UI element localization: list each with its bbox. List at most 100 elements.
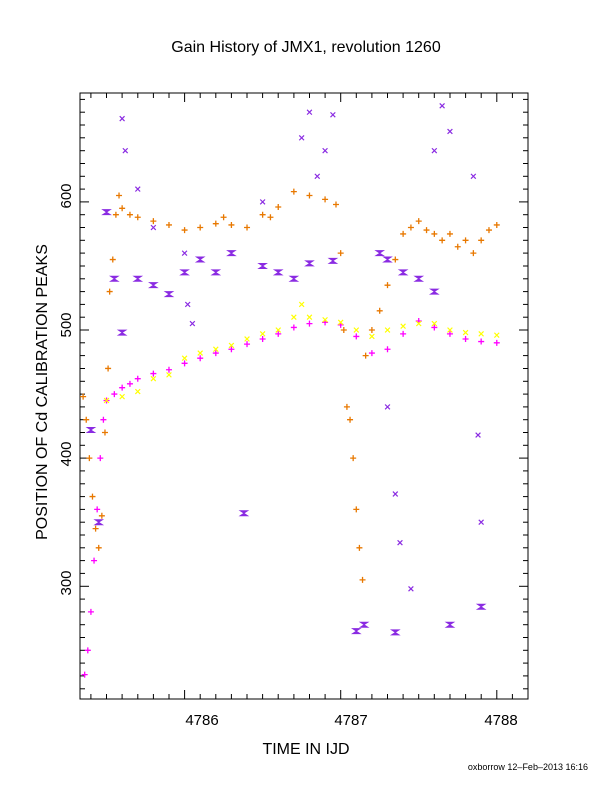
data-point bbox=[94, 506, 101, 513]
data-point bbox=[116, 192, 123, 199]
data-point bbox=[93, 519, 105, 526]
data-point bbox=[470, 250, 477, 257]
data-point bbox=[368, 350, 375, 357]
axis-ticks bbox=[80, 93, 529, 699]
data-point bbox=[85, 426, 97, 433]
data-point bbox=[306, 192, 313, 199]
data-point bbox=[478, 338, 485, 345]
data-point bbox=[478, 519, 484, 526]
y-tick-label-500: 500 bbox=[58, 312, 75, 337]
data-point bbox=[150, 224, 157, 231]
data-point bbox=[132, 275, 144, 282]
data-point bbox=[197, 350, 204, 356]
data-point bbox=[259, 335, 266, 342]
data-point bbox=[415, 218, 422, 225]
data-point bbox=[220, 214, 227, 221]
data-point bbox=[304, 260, 315, 267]
data-point bbox=[392, 256, 399, 263]
data-point bbox=[368, 327, 375, 334]
data-point bbox=[470, 173, 477, 180]
data-point bbox=[340, 327, 347, 334]
data-point bbox=[103, 397, 110, 404]
data-point bbox=[212, 350, 219, 357]
data-point bbox=[272, 269, 284, 276]
data-point bbox=[333, 201, 339, 208]
data-point bbox=[259, 199, 266, 205]
data-point bbox=[384, 404, 391, 410]
data-point bbox=[400, 230, 407, 237]
data-point bbox=[119, 205, 126, 212]
data-point bbox=[347, 416, 354, 423]
data-point bbox=[493, 221, 500, 228]
data-point bbox=[86, 455, 93, 462]
data-point bbox=[322, 196, 329, 203]
data-point bbox=[148, 282, 159, 289]
data-point bbox=[407, 224, 414, 231]
data-point bbox=[226, 250, 237, 257]
data-point bbox=[184, 301, 191, 308]
plot-frame bbox=[79, 92, 529, 700]
data-point bbox=[288, 275, 300, 282]
data-point bbox=[106, 288, 113, 295]
data-point bbox=[189, 320, 196, 327]
data-point bbox=[337, 319, 344, 326]
data-point bbox=[353, 506, 360, 513]
data-point bbox=[454, 243, 461, 250]
data-point bbox=[374, 250, 386, 257]
data-point bbox=[447, 128, 453, 135]
data-point bbox=[306, 314, 313, 321]
data-point bbox=[314, 173, 321, 180]
data-point bbox=[439, 102, 445, 109]
data-point bbox=[91, 557, 98, 564]
data-point bbox=[244, 341, 251, 348]
data-point bbox=[97, 455, 104, 462]
data-point bbox=[259, 331, 266, 337]
data-point bbox=[194, 256, 206, 263]
data-point bbox=[244, 336, 250, 342]
data-point bbox=[337, 250, 344, 257]
data-point bbox=[353, 333, 360, 340]
data-point bbox=[111, 391, 118, 398]
data-point bbox=[384, 282, 391, 289]
data-point bbox=[166, 372, 172, 378]
data-point bbox=[478, 331, 484, 337]
data-point bbox=[322, 316, 328, 323]
data-point bbox=[108, 275, 120, 282]
data-point bbox=[306, 109, 313, 116]
data-point bbox=[397, 269, 409, 276]
data-point bbox=[228, 221, 235, 228]
data-point bbox=[362, 352, 369, 359]
data-point bbox=[290, 188, 297, 195]
data-point bbox=[119, 115, 125, 122]
data-point bbox=[109, 256, 116, 263]
data-point bbox=[165, 366, 172, 373]
data-point bbox=[493, 332, 500, 338]
data-point bbox=[462, 335, 469, 342]
data-point bbox=[431, 147, 438, 154]
data-point bbox=[275, 204, 282, 211]
data-point bbox=[389, 629, 401, 636]
data-point bbox=[382, 256, 393, 263]
data-point bbox=[439, 237, 446, 244]
y-tick-label-400: 400 bbox=[58, 441, 75, 466]
data-point bbox=[384, 327, 391, 333]
x-axis-label: TIME IN IJD bbox=[262, 741, 349, 758]
data-point bbox=[150, 375, 157, 382]
data-point bbox=[238, 510, 250, 517]
data-point bbox=[327, 257, 339, 264]
data-point bbox=[101, 429, 108, 436]
data-point bbox=[134, 186, 141, 192]
data-point bbox=[415, 320, 422, 327]
data-point bbox=[359, 576, 366, 583]
data-point bbox=[447, 327, 453, 333]
data-point bbox=[291, 314, 297, 321]
data-point bbox=[116, 329, 128, 336]
data-point bbox=[290, 324, 297, 331]
chart-title: Gain History of JMX1, revolution 1260 bbox=[171, 39, 441, 56]
data-point bbox=[119, 384, 126, 391]
data-point bbox=[330, 111, 336, 118]
data-point bbox=[83, 416, 90, 423]
data-point bbox=[267, 214, 274, 221]
data-point bbox=[181, 250, 188, 256]
data-point bbox=[350, 628, 362, 635]
